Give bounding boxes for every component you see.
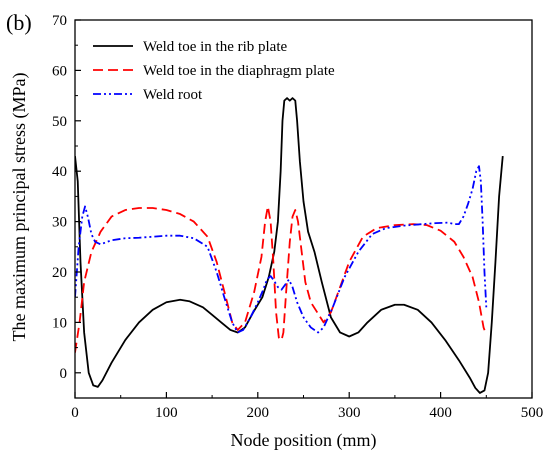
y-tick-label: 40 bbox=[52, 164, 67, 180]
legend-label-3: Weld root bbox=[143, 87, 203, 103]
y-tick-label: 10 bbox=[52, 315, 67, 331]
legend-label-1: Weld toe in the rib plate bbox=[143, 39, 288, 55]
y-tick-label: 30 bbox=[52, 215, 67, 231]
x-axis-title: Node position (mm) bbox=[231, 430, 377, 451]
y-tick-label: 60 bbox=[52, 63, 67, 79]
x-tick-label: 0 bbox=[71, 405, 79, 421]
legend-label-2: Weld toe in the diaphragm plate bbox=[143, 63, 335, 79]
x-tick-label: 400 bbox=[429, 405, 452, 421]
x-tick-label: 200 bbox=[247, 405, 270, 421]
panel-label: (b) bbox=[6, 10, 32, 35]
y-tick-label: 50 bbox=[52, 114, 67, 130]
x-tick-label: 500 bbox=[521, 405, 544, 421]
y-tick-label: 0 bbox=[60, 366, 68, 382]
series-line-3 bbox=[75, 165, 488, 334]
y-tick-label: 20 bbox=[52, 265, 67, 281]
series-line-1 bbox=[75, 97, 504, 394]
series-line-2 bbox=[75, 205, 487, 353]
y-axis-title: The maximum principal stress (MPa) bbox=[9, 73, 30, 342]
x-tick-label: 300 bbox=[338, 405, 361, 421]
x-tick-label: 100 bbox=[155, 405, 178, 421]
tick-layer: 0 100 200 300 400 500 0 10 20 30 40 50 60 70 bbox=[52, 13, 543, 421]
y-tick-label: 70 bbox=[52, 13, 67, 29]
legend: Weld toe in the rib plate Weld toe in the… bbox=[93, 39, 335, 103]
series-layer bbox=[75, 97, 504, 394]
